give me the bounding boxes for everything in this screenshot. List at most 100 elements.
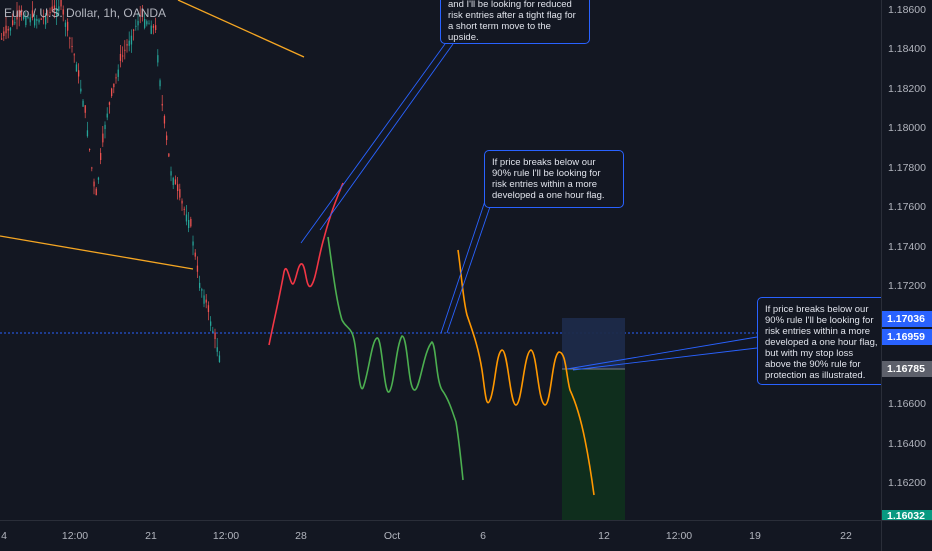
candle-body <box>218 355 221 363</box>
candle-body <box>163 116 166 124</box>
trendline-upper[interactable] <box>177 0 305 58</box>
candle-body <box>1 38 3 40</box>
candle-body <box>67 21 69 31</box>
note-pointer-top-b <box>319 43 454 231</box>
candle-body <box>113 83 115 88</box>
candle-body <box>29 17 31 23</box>
candle-body <box>146 21 148 25</box>
price-tick: 1.17800 <box>888 162 926 174</box>
candle-body <box>139 14 141 16</box>
candle-body <box>212 330 214 333</box>
candle-body <box>141 8 144 17</box>
candle-body <box>117 69 119 77</box>
note-top[interactable]: and I'll be looking for reduced risk ent… <box>440 0 590 44</box>
axis-corner <box>881 520 932 551</box>
candle-body <box>36 19 38 21</box>
note-right[interactable]: If price breaks below our 90% rule I'll … <box>757 297 881 385</box>
candle-body <box>25 16 27 26</box>
time-axis[interactable]: 4 12:00 21 12:00 28 Oct 6 12 12:00 19 22 <box>0 520 881 551</box>
note-middle-text: If price breaks below our 90% rule I'll … <box>492 157 605 201</box>
chart-area[interactable]: Euro / U.S. Dollar, 1h, OANDA and I'll b… <box>0 0 881 520</box>
candle-body <box>16 11 18 20</box>
candle-body <box>71 46 73 48</box>
candle-body <box>111 88 113 96</box>
candle-body <box>82 100 84 107</box>
candle-body <box>27 16 29 18</box>
price-axis[interactable]: 1.18600 1.18400 1.18200 1.18000 1.17800 … <box>881 0 932 522</box>
candle-body <box>18 9 20 17</box>
candle-body <box>3 31 5 36</box>
candle-body <box>108 102 111 105</box>
time-tick: 28 <box>295 530 307 542</box>
projection-path-red[interactable] <box>268 182 344 346</box>
candle-body <box>203 295 205 304</box>
candle-body <box>75 64 78 72</box>
candle-body <box>172 177 174 186</box>
price-tick: 1.17400 <box>888 241 926 253</box>
candle-body <box>155 25 157 30</box>
candle-body <box>168 153 170 157</box>
candle-body <box>84 105 86 113</box>
time-tick: Oct <box>383 530 401 542</box>
note-pointer-mid-b <box>446 194 495 334</box>
candle-body <box>210 321 212 326</box>
price-badge-stop: 1.17036 <box>882 311 932 327</box>
candle-body <box>49 12 51 14</box>
candle-body <box>51 6 53 12</box>
note-pointer-mid-a <box>440 194 488 334</box>
candle-body <box>185 214 188 222</box>
candle-body <box>89 148 91 150</box>
price-chart[interactable] <box>0 0 881 520</box>
candle-body <box>126 44 128 46</box>
candle-body <box>179 189 181 198</box>
candle-body <box>73 54 75 56</box>
candle-body <box>170 171 172 176</box>
note-pointer-right-a <box>566 336 758 370</box>
candle-body <box>196 265 199 272</box>
projection-path-orange[interactable] <box>457 249 595 496</box>
candle-body <box>166 135 168 140</box>
trendline-lower[interactable] <box>0 235 194 270</box>
candle-body <box>38 19 40 23</box>
candle-body <box>199 282 201 289</box>
symbol-title[interactable]: Euro / U.S. Dollar, 1h, OANDA <box>4 6 167 20</box>
candle-body <box>216 347 218 352</box>
time-tick: 12 <box>598 530 610 542</box>
candle-body <box>157 55 159 63</box>
candle-body <box>115 77 117 79</box>
candle-body <box>31 10 34 18</box>
price-tick: 1.18000 <box>888 122 926 134</box>
candle-body <box>192 241 194 246</box>
time-tick: 21 <box>145 530 157 542</box>
candle-body <box>194 252 196 257</box>
time-tick: 22 <box>840 530 852 542</box>
candle-body <box>104 124 106 130</box>
price-badge-target: 1.16032 <box>882 510 932 522</box>
candle-body <box>159 80 161 87</box>
candle-body <box>106 113 108 118</box>
candle-body <box>56 8 58 17</box>
candle-body <box>128 40 130 46</box>
price-tick: 1.18200 <box>888 83 926 95</box>
projection-path-green[interactable] <box>327 236 464 481</box>
time-tick: 6 <box>480 530 486 542</box>
candle-body <box>122 55 124 57</box>
time-tick: 12:00 <box>61 530 89 542</box>
price-badge-entry: 1.16785 <box>882 361 932 377</box>
note-pointer-top-a <box>300 43 446 244</box>
candle-body <box>188 220 190 229</box>
candle-body <box>133 29 135 31</box>
candle-body <box>174 179 177 185</box>
candle-body <box>205 299 207 303</box>
candle-body <box>161 103 163 106</box>
price-tick: 1.18600 <box>888 4 926 16</box>
note-middle[interactable]: If price breaks below our 90% rule I'll … <box>484 150 624 208</box>
candle-body <box>5 25 7 34</box>
candle-body <box>93 181 95 187</box>
stop-loss-zone[interactable] <box>562 318 625 369</box>
candle-body <box>47 14 49 16</box>
candle-body <box>58 6 60 11</box>
candle-body <box>78 70 80 77</box>
candle-body <box>34 18 36 26</box>
candle-body <box>130 35 133 45</box>
